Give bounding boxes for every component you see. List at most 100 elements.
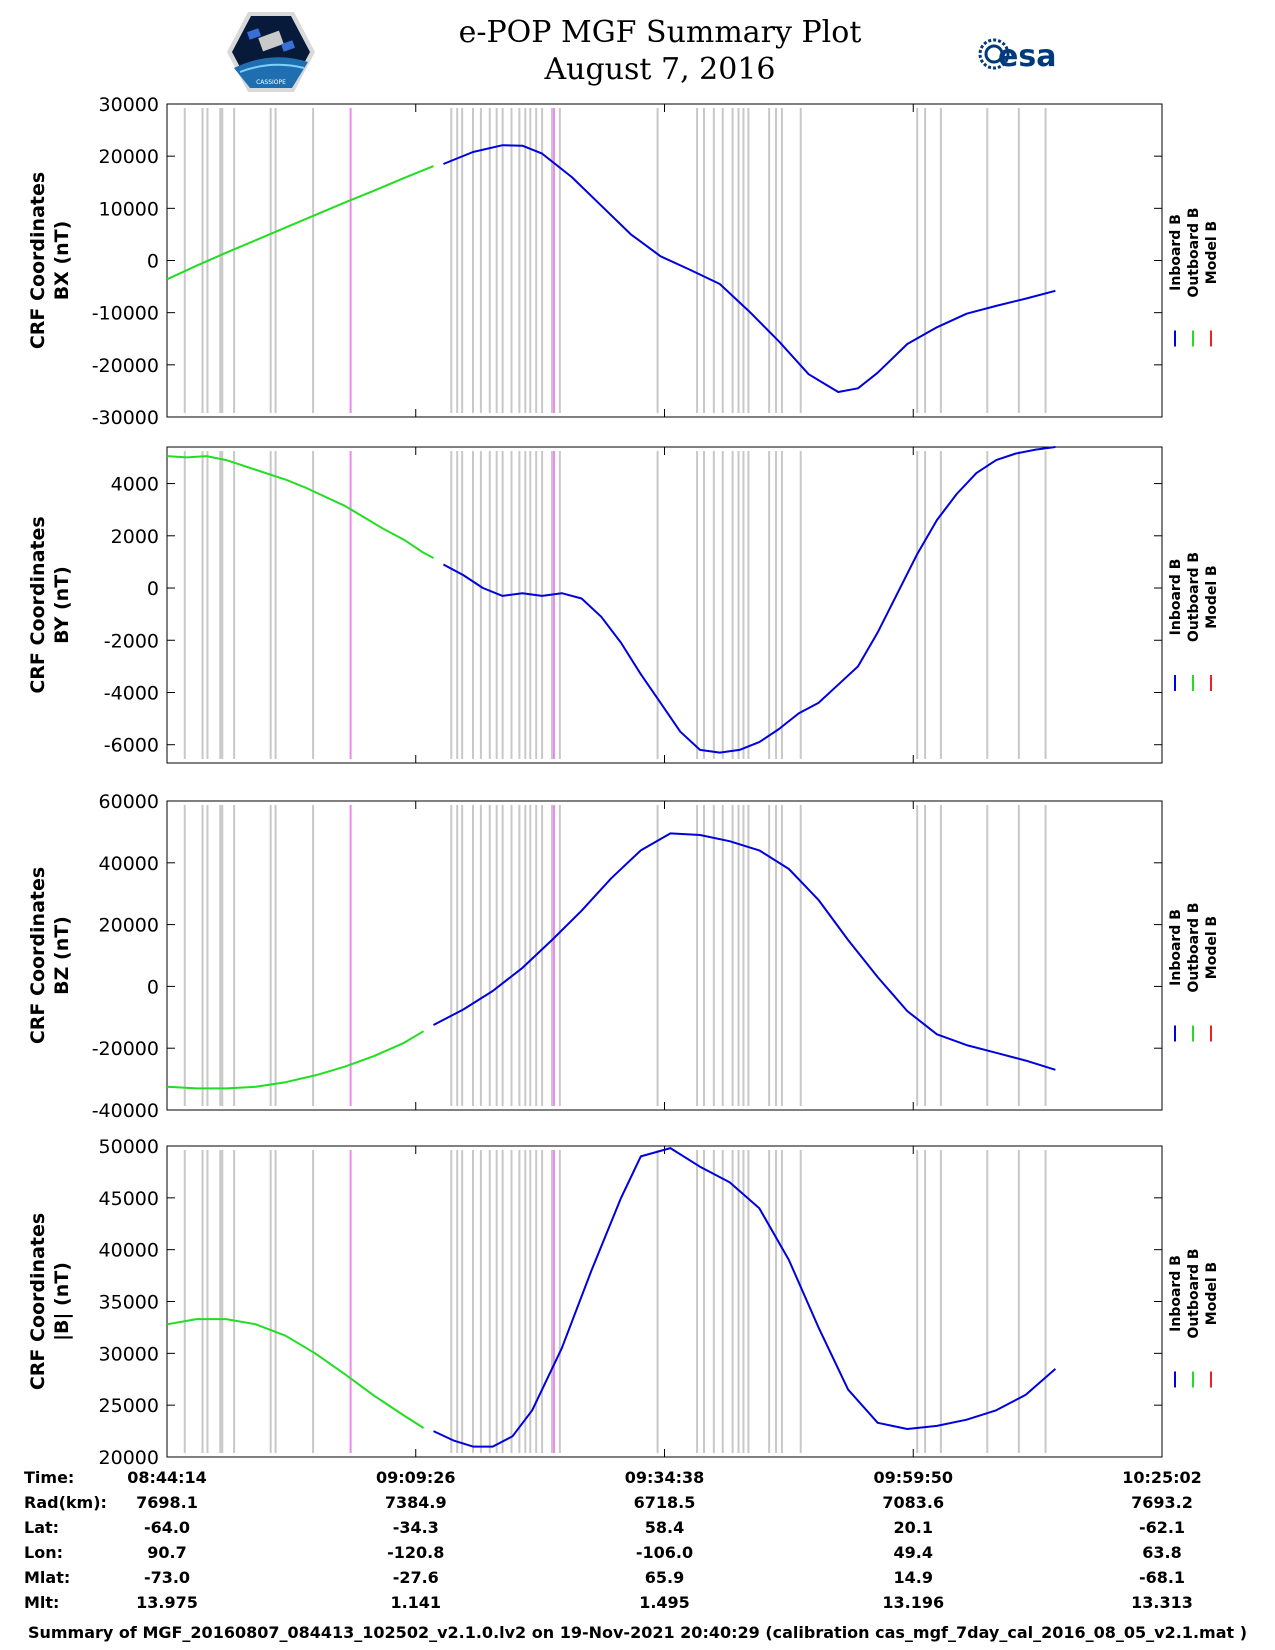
info-row: Lat: -64.0 -34.3 58.4 20.1 -62.1 bbox=[0, 1518, 1275, 1542]
legend-label: Model B bbox=[1204, 565, 1220, 628]
series-line-inboard-b bbox=[443, 144, 1056, 393]
y-axis-label-line-1: CRF Coordinates bbox=[27, 1213, 49, 1390]
title-line-2: August 7, 2016 bbox=[544, 52, 776, 87]
info-row-value: 7083.6 bbox=[882, 1493, 945, 1512]
y-axis-label: CRF Coordinates BY (nT) bbox=[27, 516, 73, 693]
y-axis-label-line-2: |B| (nT) bbox=[51, 1262, 73, 1341]
info-row-value: 90.7 bbox=[147, 1543, 187, 1562]
info-row-value: 09:09:26 bbox=[375, 1468, 456, 1487]
series-line-outboard-b bbox=[166, 1030, 425, 1090]
info-row-value: 63.8 bbox=[1142, 1543, 1182, 1562]
info-row: Time: 08:44:14 09:09:26 09:34:38 09:59:50 10:… bbox=[0, 1468, 1275, 1492]
info-row-value: 65.9 bbox=[644, 1568, 685, 1587]
info-row-value: -62.1 bbox=[1138, 1518, 1186, 1537]
y-tick-label: 20000 bbox=[99, 146, 159, 168]
info-row-value: 58.4 bbox=[644, 1518, 685, 1537]
y-tick-label: -40000 bbox=[92, 1100, 159, 1122]
panel-3: 60000 40000 20000 0 -20000 -40000 CRF Coordina… bbox=[27, 791, 1220, 1122]
y-tick-label: 4000 bbox=[111, 474, 159, 496]
info-row-value: -64.0 bbox=[143, 1518, 191, 1537]
info-row-value: -73.0 bbox=[143, 1568, 191, 1587]
y-tick-label: -30000 bbox=[92, 407, 159, 429]
legend-label: Outboard B bbox=[1186, 207, 1202, 297]
y-tick-label: 30000 bbox=[99, 94, 159, 116]
info-row-label: Mlt: bbox=[24, 1593, 60, 1612]
series-line-inboard-b bbox=[433, 1147, 1057, 1448]
info-row-value: 49.4 bbox=[893, 1543, 933, 1562]
info-row-label: Mlat: bbox=[24, 1568, 71, 1587]
info-row-value: 1.141 bbox=[390, 1593, 442, 1612]
info-row-label: Time: bbox=[24, 1468, 75, 1487]
info-row-value: 09:59:50 bbox=[873, 1468, 954, 1487]
info-row: Lon: 90.7 -120.8 -106.0 49.4 63.8 bbox=[0, 1543, 1275, 1567]
y-axis-label: CRF Coordinates BZ (nT) bbox=[27, 867, 73, 1044]
title-line-1: e-POP MGF Summary Plot bbox=[458, 15, 862, 50]
y-tick-label: 50000 bbox=[99, 1136, 159, 1158]
y-tick-label: 40000 bbox=[99, 1240, 159, 1262]
y-tick-label: -4000 bbox=[104, 682, 159, 704]
info-row-value: 7384.9 bbox=[384, 1493, 447, 1512]
y-tick-label: -2000 bbox=[104, 630, 159, 652]
legend-label: Outboard B bbox=[1186, 552, 1202, 642]
y-tick-label: 2000 bbox=[111, 526, 159, 548]
legend-label: Outboard B bbox=[1186, 1248, 1202, 1338]
y-axis-label-line-1: CRF Coordinates bbox=[27, 867, 49, 1044]
legend-label: Model B bbox=[1204, 1262, 1220, 1325]
info-row-value: -106.0 bbox=[635, 1543, 694, 1562]
info-row-value: -68.1 bbox=[1138, 1568, 1186, 1587]
series-line-outboard-b bbox=[166, 455, 434, 559]
info-row-label: Rad(km): bbox=[24, 1493, 107, 1512]
legend-label: Outboard B bbox=[1186, 902, 1202, 992]
info-row-value: -34.3 bbox=[392, 1518, 439, 1537]
esa-text: esa bbox=[998, 39, 1056, 74]
y-tick-label: 45000 bbox=[99, 1188, 159, 1210]
series-line-inboard-b bbox=[442, 446, 1056, 754]
info-row-label: Lat: bbox=[24, 1518, 60, 1537]
plot-frame bbox=[166, 1145, 1163, 1458]
y-axis-label-line-2: BX (nT) bbox=[51, 221, 73, 301]
cassiope-mission-logo: CASSIOPE bbox=[226, 10, 316, 98]
info-row-value: -27.6 bbox=[392, 1568, 439, 1587]
info-row-value: 1.495 bbox=[639, 1593, 690, 1612]
y-axis-label-line-2: BZ (nT) bbox=[51, 916, 73, 995]
orbit-info-table: Time: 08:44:14 09:09:26 09:34:38 09:59:50 10:… bbox=[0, 1468, 1275, 1618]
y-axis-label: CRF Coordinates |B| (nT) bbox=[27, 1213, 73, 1390]
legend-label: Inboard B bbox=[1168, 909, 1184, 986]
y-tick-label: -20000 bbox=[92, 1038, 159, 1060]
y-tick-label: 0 bbox=[147, 578, 159, 600]
info-row-value: 14.9 bbox=[893, 1568, 933, 1587]
info-row-value: 7693.2 bbox=[1131, 1493, 1193, 1512]
panel-1: 30000 20000 10000 0 -10000 -20000 -30000 CRF Co… bbox=[27, 94, 1220, 429]
info-row-value: -120.8 bbox=[387, 1543, 445, 1562]
plot-frame bbox=[166, 103, 1163, 418]
info-row: Mlt: 13.975 1.141 1.495 13.196 13.313 bbox=[0, 1593, 1275, 1617]
legend-label: Inboard B bbox=[1168, 214, 1184, 291]
y-tick-label: 40000 bbox=[99, 853, 159, 875]
y-tick-label: 25000 bbox=[99, 1395, 159, 1417]
mission-badge-text: CASSIOPE bbox=[256, 79, 286, 86]
plot-frame bbox=[166, 446, 1163, 764]
y-axis-label-line-1: CRF Coordinates bbox=[27, 172, 49, 349]
info-row: Mlat: -73.0 -27.6 65.9 14.9 -68.1 bbox=[0, 1568, 1275, 1592]
y-tick-label: -20000 bbox=[92, 355, 159, 377]
series-line-outboard-b bbox=[166, 1318, 425, 1429]
panel-2: 4000 2000 0 -2000 -4000 -6000 CRF Coordinates B… bbox=[27, 446, 1220, 764]
info-row-value: 13.975 bbox=[136, 1593, 198, 1612]
esa-logo: esa bbox=[976, 34, 1060, 78]
info-row-value: 10:25:02 bbox=[1122, 1468, 1202, 1487]
series-line-inboard-b bbox=[433, 832, 1056, 1071]
footer-summary: Summary of MGF_20160807_084413_102502_v2… bbox=[27, 1623, 1248, 1642]
info-row-value: 13.196 bbox=[882, 1593, 945, 1612]
plot-title: e-POP MGF Summary Plot August 7, 2016 bbox=[380, 14, 940, 88]
plot-frame bbox=[166, 800, 1163, 1111]
y-tick-label: 0 bbox=[147, 251, 159, 273]
y-tick-label: 60000 bbox=[99, 791, 159, 813]
y-tick-label: -6000 bbox=[104, 735, 159, 757]
legend-label: Inboard B bbox=[1168, 1255, 1184, 1332]
y-axis-label-line-2: BY (nT) bbox=[51, 566, 73, 644]
info-row-value: 09:34:38 bbox=[624, 1468, 705, 1487]
y-tick-label: 0 bbox=[147, 976, 159, 998]
y-axis-label: CRF Coordinates BX (nT) bbox=[27, 172, 73, 349]
legend-label: Model B bbox=[1204, 221, 1220, 284]
